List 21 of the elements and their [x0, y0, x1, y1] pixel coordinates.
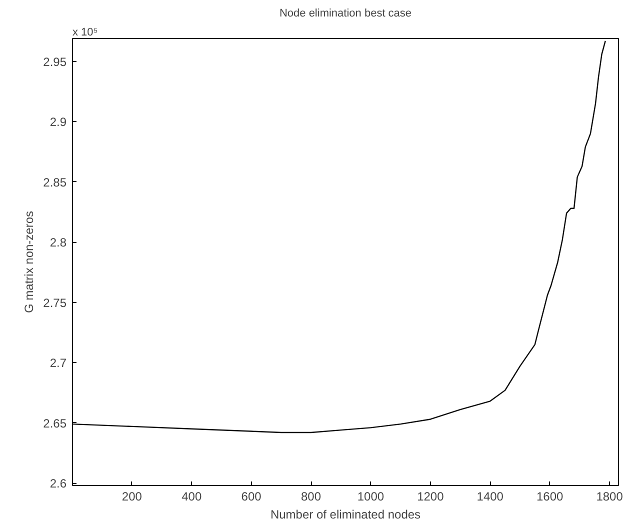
x-tick-label: 1000	[357, 490, 384, 504]
x-tick-label: 1200	[417, 490, 444, 504]
annotation: x 10⁵	[72, 26, 98, 38]
x-axis-title: Number of eliminated nodes	[270, 508, 421, 522]
y-tick-label: 2.9	[50, 115, 67, 130]
y-tick-label: 2.95	[43, 54, 67, 69]
x-tick-label: 600	[241, 490, 262, 504]
x-tick-label: 800	[301, 490, 322, 504]
y-tick-label: 2.85	[43, 175, 67, 190]
y-tick-label: 2.75	[43, 296, 67, 310]
y-tick-label: 2.8	[50, 236, 67, 250]
x-tick-label: 1400	[476, 490, 504, 504]
x-tick-label: 1600	[536, 490, 564, 504]
x-tick-label: 200	[122, 490, 142, 504]
y-tick-label: 2.6	[50, 476, 67, 491]
chart-title: Node elimination best case	[279, 8, 412, 20]
x-tick-label: 1800	[596, 490, 623, 504]
y-tick-label: 2.7	[50, 356, 67, 370]
y-tick-label: 2.65	[43, 416, 67, 430]
x-tick-label: 400	[182, 490, 202, 504]
y-axis-title: G matrix non-zeros	[22, 210, 36, 314]
